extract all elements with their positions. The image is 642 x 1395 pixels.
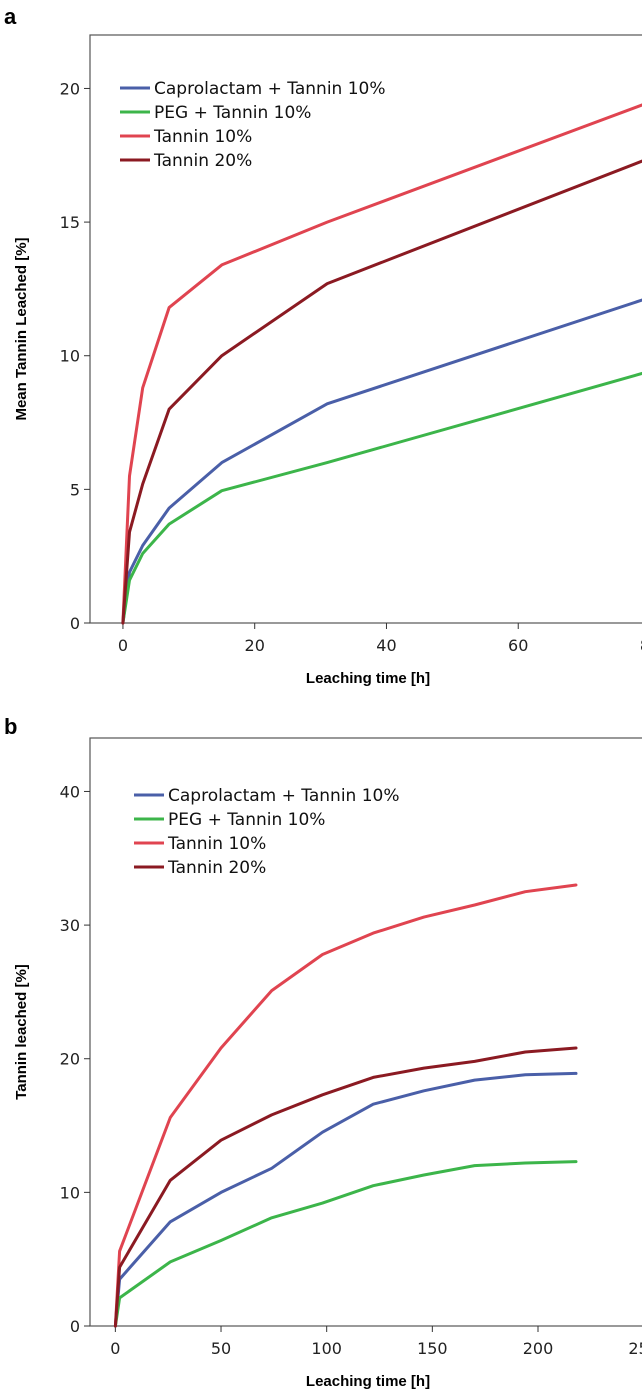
y-tick-label-b-1: 10	[60, 1183, 80, 1202]
y-axis-ticks-a: 0 5 10 15 20	[60, 79, 90, 633]
x-axis-ticks-b: 0 50 100 150 200 250	[110, 1326, 642, 1358]
x-axis-title-a: Leaching time [h]	[306, 670, 430, 687]
x-tick-label-b-5: 250	[628, 1339, 642, 1358]
y-tick-label-a-4: 20	[60, 79, 80, 98]
legend-label-a-1: PEG + Tannin 10%	[154, 103, 311, 123]
legend-label-a-2: Tannin 10%	[153, 127, 252, 147]
legend-label-b-2: Tannin 10%	[167, 834, 266, 854]
x-tick-label-b-3: 150	[417, 1339, 448, 1358]
legend-label-a-3: Tannin 20%	[153, 151, 252, 171]
panel-label-b: b	[4, 714, 17, 739]
y-tick-label-a-1: 5	[70, 480, 80, 499]
y-axis-title-b: Tannin leached [%]	[13, 964, 30, 1100]
y-tick-label-b-4: 40	[60, 782, 80, 801]
x-tick-label-a-2: 40	[376, 636, 396, 655]
plot-frame-b	[89, 737, 642, 1327]
x-axis-title-b: Leaching time [h]	[306, 1373, 430, 1390]
y-axis-ticks-b: 0 10 20 30 40	[60, 782, 90, 1336]
legend-a: Caprolactam + Tannin 10% PEG + Tannin 10%…	[120, 79, 386, 171]
x-tick-label-a-0: 0	[118, 636, 128, 655]
series-lines-b	[113, 883, 578, 1328]
y-tick-label-b-2: 20	[60, 1050, 80, 1069]
series-line-a-2	[121, 103, 642, 625]
y-tick-label-a-0: 0	[70, 614, 80, 633]
y-tick-label-a-3: 15	[60, 213, 80, 232]
series-line-b-2	[113, 883, 578, 1328]
y-tick-label-a-2: 10	[60, 347, 80, 366]
x-tick-label-b-4: 200	[523, 1339, 554, 1358]
x-axis-ticks-a: 0 20 40 60 80	[118, 623, 642, 655]
y-axis-title-a: Mean Tannin Leached [%]	[13, 237, 30, 420]
series-line-a-3	[121, 159, 642, 625]
series-line-b-0	[113, 1071, 578, 1328]
x-tick-label-b-2: 100	[311, 1339, 342, 1358]
legend-label-b-3: Tannin 20%	[167, 858, 266, 878]
y-tick-label-b-3: 30	[60, 916, 80, 935]
x-tick-label-b-1: 50	[211, 1339, 231, 1358]
plot-frame-a	[89, 34, 642, 624]
legend-label-a-0: Caprolactam + Tannin 10%	[154, 79, 386, 99]
legend-label-b-0: Caprolactam + Tannin 10%	[168, 786, 400, 806]
legend-b: Caprolactam + Tannin 10% PEG + Tannin 10%…	[134, 786, 400, 878]
panel-label-a: a	[4, 4, 17, 29]
series-lines-a	[121, 103, 642, 625]
x-tick-label-a-3: 60	[508, 636, 528, 655]
chart-panel-a: a 0 5 10 15 20 0 20 40 60 80 Caprolactam + Tanni…	[4, 4, 642, 687]
series-line-b-3	[113, 1046, 578, 1328]
series-line-a-1	[121, 371, 642, 625]
x-tick-label-a-4: 80	[640, 636, 642, 655]
x-tick-label-a-1: 20	[245, 636, 265, 655]
x-tick-label-b-0: 0	[110, 1339, 120, 1358]
series-line-a-0	[121, 298, 642, 625]
series-line-b-1	[113, 1160, 578, 1328]
chart-panel-b: b 0 10 20 30 40 0 50 100 150 200 250 Caprolactam …	[4, 714, 642, 1390]
legend-label-b-1: PEG + Tannin 10%	[168, 810, 325, 830]
y-tick-label-b-0: 0	[70, 1317, 80, 1336]
